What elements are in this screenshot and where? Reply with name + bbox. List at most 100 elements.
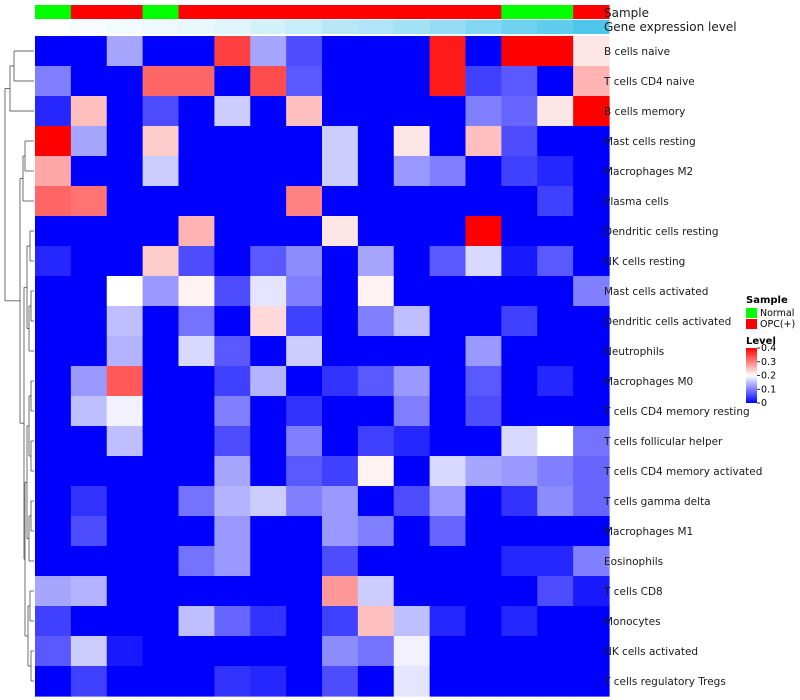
heatmap-cell	[393, 306, 431, 337]
heatmap-cell	[501, 636, 538, 667]
row-label: T cells CD4 naive	[603, 76, 695, 88]
heatmap-cell	[35, 96, 72, 127]
heatmap-cell	[142, 66, 180, 97]
heatmap-cell	[429, 456, 467, 487]
heatmap-cell	[393, 456, 431, 487]
heatmap-cell	[573, 276, 610, 307]
gene-expression-annotation-cell	[573, 20, 610, 34]
heatmap-cell	[537, 666, 574, 697]
heatmap-cell	[35, 276, 72, 307]
row-label: Macrophages M2	[604, 166, 693, 178]
heatmap-cell	[322, 126, 359, 157]
heatmap-cell	[501, 156, 538, 187]
heatmap-cell	[357, 546, 395, 577]
heatmap-cell	[70, 456, 108, 487]
row-label: T cells CD4 memory activated	[603, 466, 762, 478]
gene-expression-annotation-cell	[393, 20, 431, 34]
heatmap-cell	[429, 66, 467, 97]
heatmap-cell	[393, 366, 431, 397]
heatmap-cell	[537, 96, 574, 127]
heatmap-cell	[393, 246, 431, 277]
heatmap-cell	[537, 36, 574, 67]
legend-level-tick-label: 0.1	[761, 384, 776, 395]
heatmap-cell	[573, 606, 610, 637]
heatmap-cell	[178, 36, 215, 67]
heatmap-cell	[214, 156, 251, 187]
heatmap-cell	[573, 306, 610, 337]
heatmap-cell	[35, 186, 72, 217]
legend-level-ticks: 0.4 0.3 0.2 0.1 0	[757, 343, 776, 409]
heatmap-cell	[178, 96, 215, 127]
heatmap-cell	[35, 486, 72, 517]
heatmap-cell	[142, 276, 180, 307]
heatmap-cell	[573, 576, 610, 607]
sample-annotation-cell	[142, 5, 179, 19]
heatmap-cell	[537, 246, 574, 277]
heatmap-cell	[214, 426, 251, 457]
heatmap-cell	[106, 516, 144, 547]
heatmap-cell	[357, 396, 395, 427]
heatmap-cell	[429, 666, 467, 697]
heatmap-cell	[286, 276, 323, 307]
heatmap-cell	[429, 156, 467, 187]
heatmap-cell	[573, 396, 610, 427]
gene-expression-annotation-cell	[501, 20, 538, 34]
row-label: T cells regulatory Tregs	[603, 676, 726, 688]
heatmap-cell	[357, 666, 395, 697]
heatmap-cell	[501, 126, 538, 157]
heatmap-cell	[465, 126, 502, 157]
heatmap-cell	[465, 666, 502, 697]
heatmap-cell	[35, 606, 72, 637]
heatmap-cell	[35, 366, 72, 397]
heatmap-cell	[250, 66, 287, 97]
heatmap-cell	[178, 516, 215, 547]
heatmap-cell	[465, 156, 502, 187]
row-label: NK cells resting	[604, 256, 685, 268]
legend-swatch-normal	[746, 308, 757, 318]
heatmap-cell	[286, 426, 323, 457]
heatmap-cell	[250, 486, 287, 517]
heatmap-cell	[250, 36, 287, 67]
heatmap-cell	[142, 96, 180, 127]
heatmap-cell	[429, 216, 467, 247]
sample-annotation-cell	[286, 5, 323, 19]
heatmap-cell	[250, 126, 287, 157]
heatmap-cell	[357, 576, 395, 607]
heatmap-cell	[501, 186, 538, 217]
heatmap-cell	[501, 366, 538, 397]
heatmap-cell	[70, 336, 108, 367]
legend-level-colorbar	[746, 348, 757, 403]
heatmap-cell	[537, 396, 574, 427]
row-label: Dendritic cells activated	[604, 316, 731, 328]
heatmap-cell	[286, 66, 323, 97]
heatmap-cell	[501, 606, 538, 637]
heatmap-cell	[106, 636, 144, 667]
heatmap-cell	[35, 126, 72, 157]
heatmap-cell	[465, 66, 502, 97]
heatmap-cell	[286, 336, 323, 367]
heatmap-cell	[250, 546, 287, 577]
heatmap-cell	[573, 216, 610, 247]
heatmap-cell	[357, 456, 395, 487]
heatmap-cell	[322, 156, 359, 187]
heatmap-cell	[429, 576, 467, 607]
heatmap-cell	[465, 486, 502, 517]
heatmap-cell	[214, 576, 251, 607]
heatmap-cell	[573, 456, 610, 487]
heatmap-cell	[214, 396, 251, 427]
row-label: Macrophages M1	[604, 526, 693, 538]
heatmap-cell	[501, 426, 538, 457]
heatmap-cell	[250, 336, 287, 367]
gene-expression-annotation-cell	[142, 20, 179, 34]
row-label: B cells naive	[604, 46, 670, 58]
heatmap-cell	[178, 216, 215, 247]
heatmap-cell	[465, 516, 502, 547]
heatmap-cell	[573, 366, 610, 397]
heatmap-cell	[573, 36, 610, 67]
heatmap-cell	[429, 306, 467, 337]
heatmap-cell	[573, 666, 610, 697]
heatmap-cell	[429, 546, 467, 577]
heatmap-cell	[573, 636, 610, 667]
heatmap-cell	[322, 276, 359, 307]
heatmap-cell	[250, 396, 287, 427]
